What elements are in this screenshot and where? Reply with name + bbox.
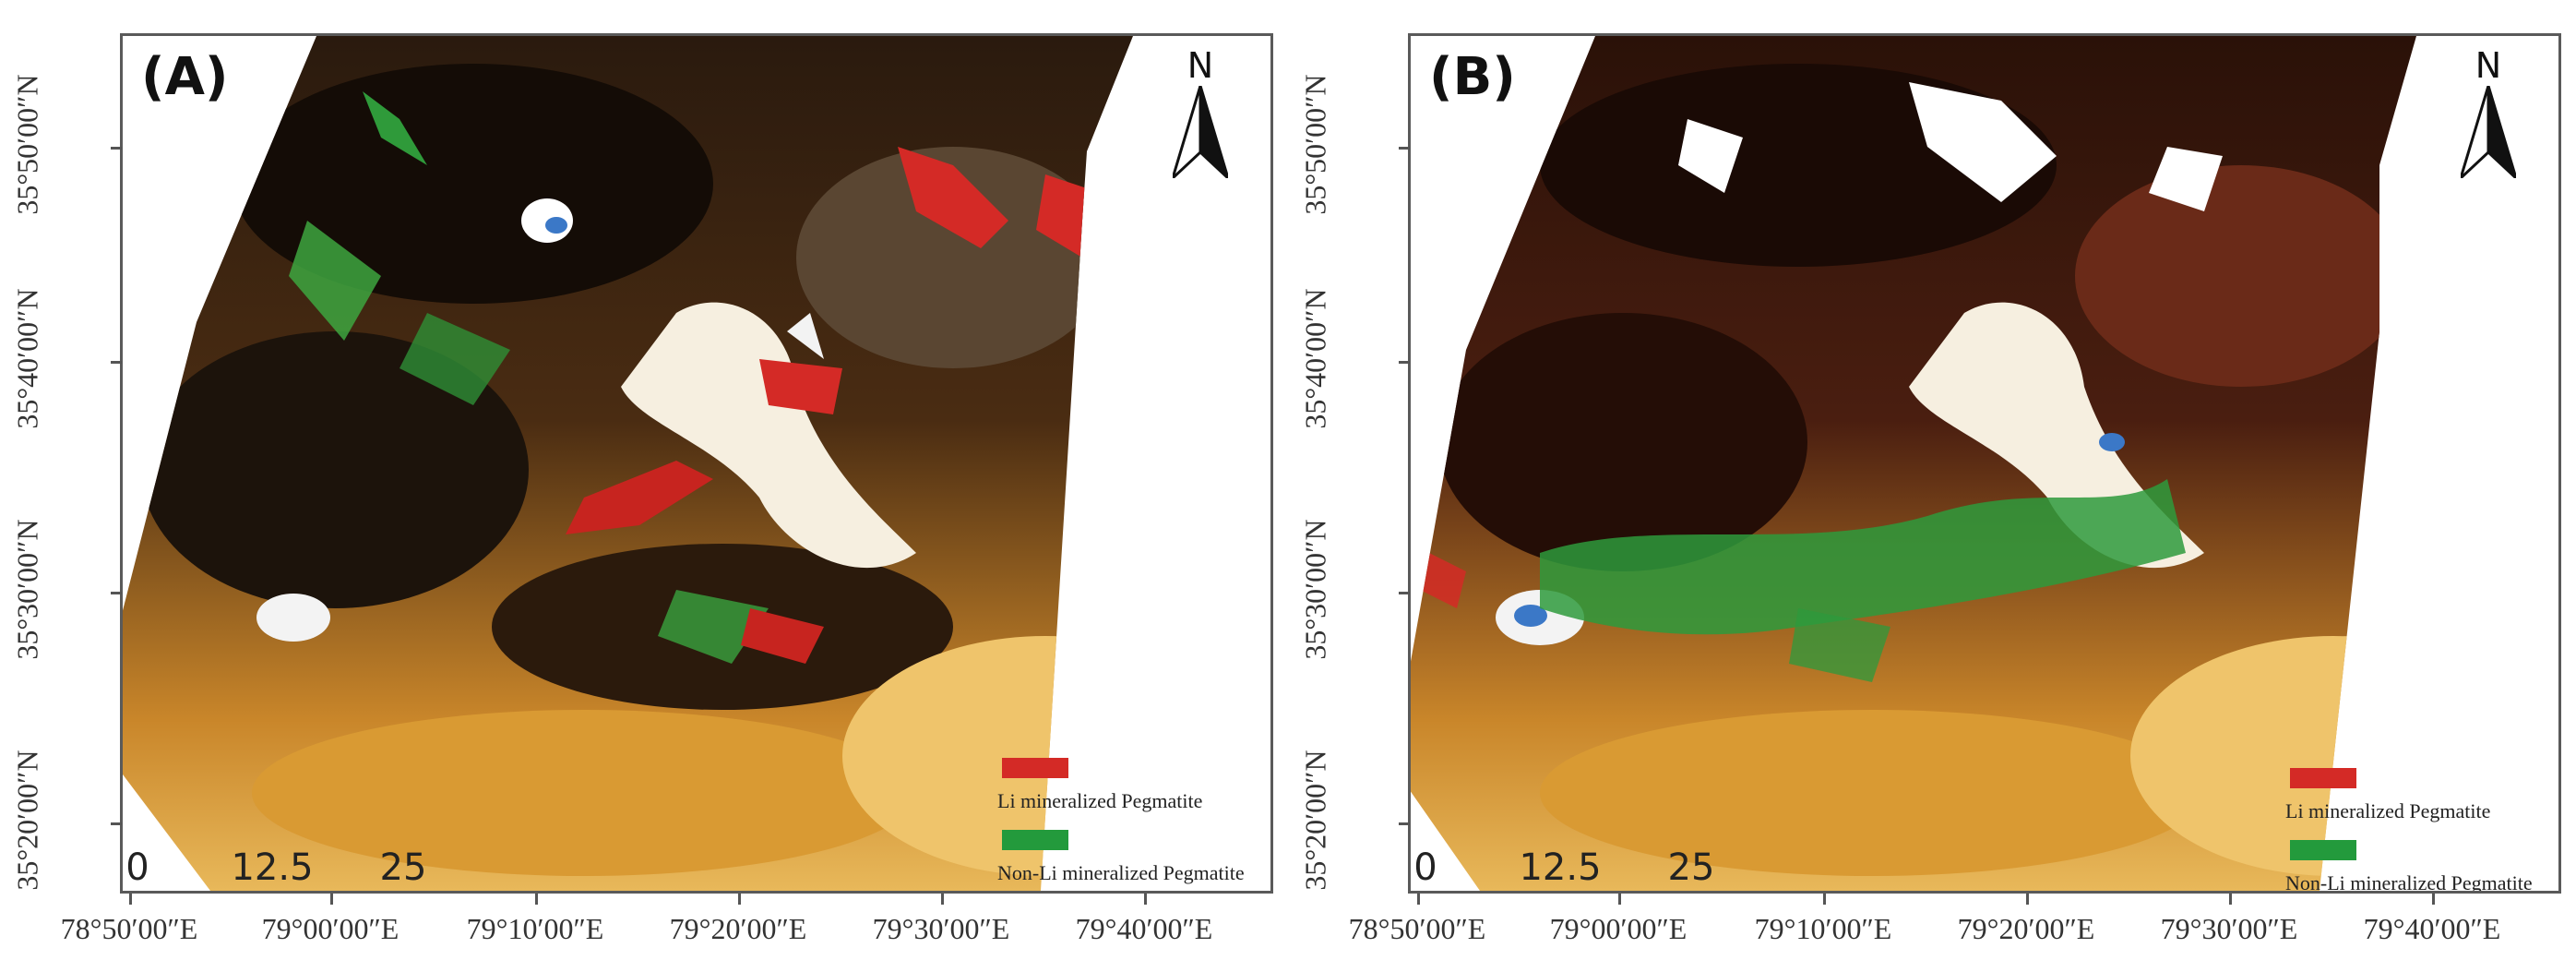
satellite-imagery xyxy=(123,36,1133,891)
lon-tick-label: 79°30′00″E xyxy=(872,912,1010,945)
tick-mark xyxy=(330,894,333,905)
lon-tick-label: 79°20′00″E xyxy=(1957,912,2095,945)
map-frame: (B) N 0 12.5 25 km Li mineralized Pegmat… xyxy=(1408,33,2561,894)
scale-bar: 0 12.5 25 km xyxy=(1413,846,1760,891)
tick-mark xyxy=(1823,894,1826,905)
tick-mark xyxy=(738,894,741,905)
legend-label-li: Li mineralized Pegmatite xyxy=(2285,799,2491,822)
tick-mark xyxy=(1417,894,1420,905)
scale-label-max: 25 xyxy=(379,846,427,889)
tick-mark xyxy=(1399,592,1410,594)
panel-a: (A) N 0 12.5 25 km Li mineralized Pegmat… xyxy=(0,33,1273,945)
lat-tick-label: 35°20′00″N xyxy=(1298,750,1332,891)
scale-label-0: 0 xyxy=(125,846,149,889)
scale-label-max: 25 xyxy=(1667,846,1715,889)
lat-tick: 35°50′00″N xyxy=(0,74,122,215)
lat-tick: 35°50′00″N xyxy=(1288,74,1410,215)
legend-label-non-li: Non-Li mineralized Pegmatite xyxy=(997,861,1245,884)
tick-mark xyxy=(129,894,132,905)
panel-label: (B) xyxy=(1429,47,1516,107)
tick-mark xyxy=(1618,894,1621,905)
tick-mark xyxy=(111,147,122,150)
legend-swatch-li xyxy=(1002,758,1068,778)
scale-bar: 0 12.5 25 km xyxy=(125,846,472,891)
legend-swatch-non-li xyxy=(1002,830,1068,850)
lon-tick-label: 79°10′00″E xyxy=(466,912,604,945)
lon-tick-label: 78°50′00″E xyxy=(60,912,198,945)
lat-tick: 35°40′00″N xyxy=(0,288,122,429)
tick-mark xyxy=(1399,822,1410,825)
legend-swatch-li xyxy=(2290,768,2356,788)
lat-tick-label: 35°40′00″N xyxy=(10,288,44,429)
scale-unit: km xyxy=(1715,887,1761,891)
lon-tick-label: 79°20′00″E xyxy=(669,912,807,945)
north-label: N xyxy=(1187,45,1214,86)
panel-b: (B) N 0 12.5 25 km Li mineralized Pegmat… xyxy=(1288,0,2576,960)
lat-tick: 35°20′00″N xyxy=(0,750,122,891)
tick-mark xyxy=(2432,894,2435,905)
tick-mark xyxy=(535,894,538,905)
north-arrow: N xyxy=(1163,45,1237,184)
lon-tick-label: 79°30′00″E xyxy=(2160,912,2298,945)
lon-tick-label: 78°50′00″E xyxy=(1348,912,1486,945)
legend-label-li: Li mineralized Pegmatite xyxy=(997,789,1203,812)
map-frame: (A) N 0 12.5 25 km Li mineralized Pegmat… xyxy=(120,33,1273,894)
north-label: N xyxy=(2475,45,2502,86)
lon-tick-label: 79°00′00″E xyxy=(261,912,400,945)
tick-mark xyxy=(2229,894,2232,905)
lat-tick-label: 35°50′00″N xyxy=(10,74,44,215)
lat-tick-label: 35°30′00″N xyxy=(10,519,44,660)
lat-tick: 35°30′00″N xyxy=(1288,519,1410,660)
tick-mark xyxy=(1144,894,1147,905)
lon-tick-label: 79°00′00″E xyxy=(1549,912,1688,945)
scale-label-0: 0 xyxy=(1413,846,1437,889)
lat-tick: 35°30′00″N xyxy=(0,519,122,660)
tick-mark xyxy=(111,361,122,364)
lat-tick: 35°20′00″N xyxy=(1288,750,1410,891)
north-arrow: N xyxy=(2451,45,2525,184)
north-arrow-icon xyxy=(2457,85,2520,183)
satellite-imagery xyxy=(1411,36,2416,891)
lat-tick-label: 35°40′00″N xyxy=(1298,288,1332,429)
lon-tick-label: 79°40′00″E xyxy=(1075,912,1213,945)
lat-tick-label: 35°50′00″N xyxy=(1298,74,1332,215)
lon-tick-label: 79°40′00″E xyxy=(2363,912,2501,945)
legend: Li mineralized Pegmatite Non-Li minerali… xyxy=(997,758,1270,891)
tick-mark xyxy=(111,592,122,594)
tick-mark xyxy=(111,822,122,825)
lat-tick-label: 35°20′00″N xyxy=(10,750,44,891)
legend: Li mineralized Pegmatite Non-Li minerali… xyxy=(2285,768,2558,894)
lat-tick: 35°40′00″N xyxy=(1288,288,1410,429)
legend-label-non-li: Non-Li mineralized Pegmatite xyxy=(2285,871,2533,894)
tick-mark xyxy=(1399,147,1410,150)
scale-label-mid: 12.5 xyxy=(231,846,314,889)
scale-label-mid: 12.5 xyxy=(1519,846,1602,889)
tick-mark xyxy=(941,894,944,905)
lat-tick-label: 35°30′00″N xyxy=(1298,519,1332,660)
north-arrow-icon xyxy=(1169,85,1232,183)
tick-mark xyxy=(1399,361,1410,364)
lon-tick-label: 79°10′00″E xyxy=(1754,912,1892,945)
tick-mark xyxy=(2026,894,2029,905)
scale-unit: km xyxy=(427,887,473,891)
legend-swatch-non-li xyxy=(2290,840,2356,860)
panel-label: (A) xyxy=(141,47,229,107)
